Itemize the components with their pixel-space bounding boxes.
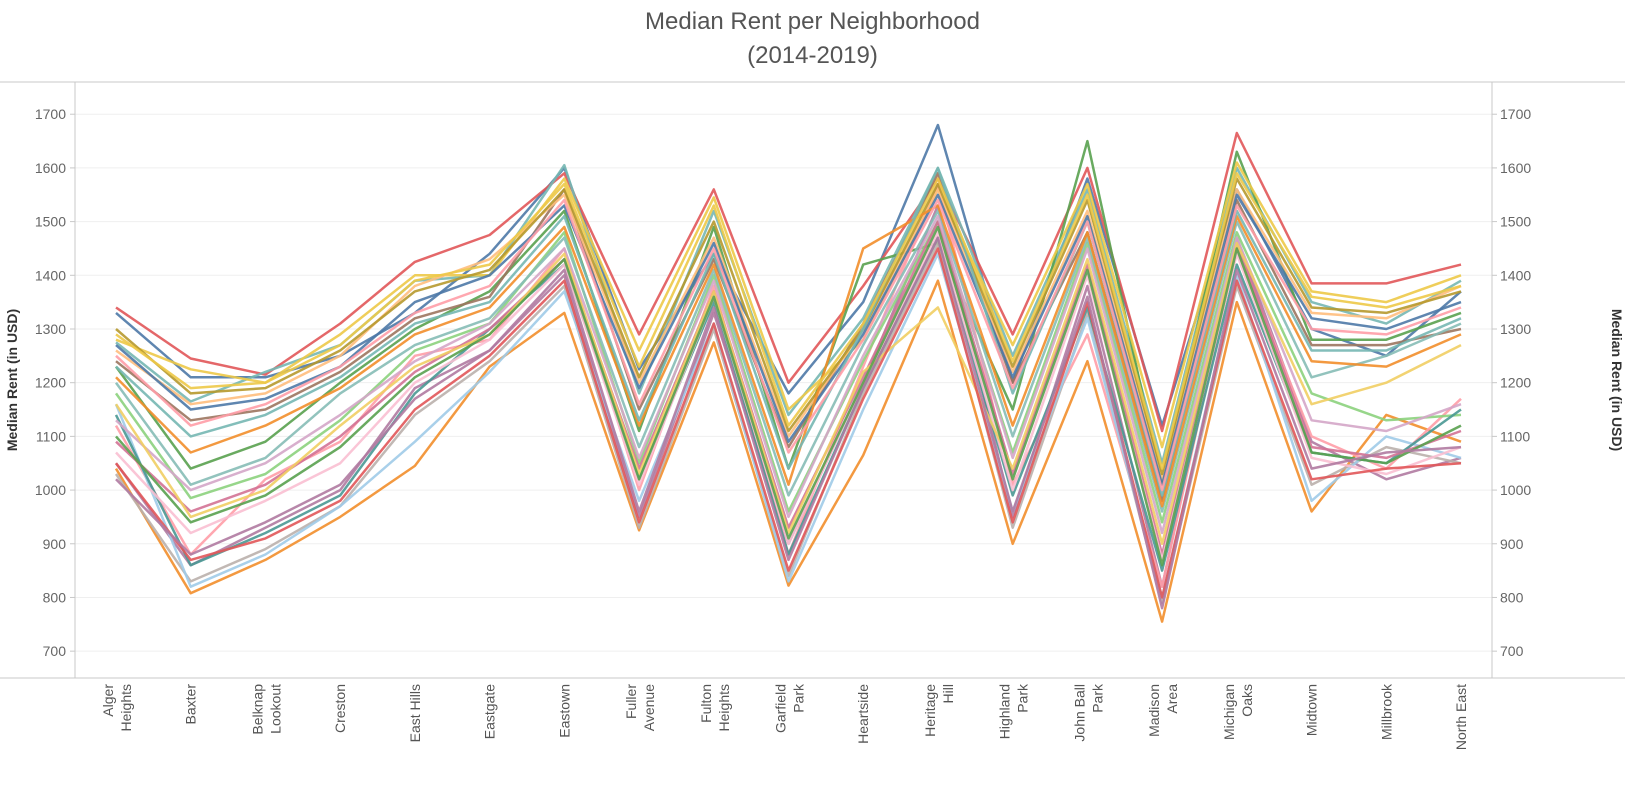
series-lines (114, 123, 1462, 623)
y-tick-label-left: 1500 (35, 214, 66, 230)
x-tick-label: Midtown (1304, 684, 1320, 736)
series-line-14[interactable] (114, 236, 1462, 572)
x-tick-label: Creston (332, 684, 348, 733)
series-line-23[interactable] (115, 247, 1462, 599)
x-tick-label-line: North East (1453, 684, 1469, 750)
x-tick-label-line: Baxter (183, 684, 199, 725)
series-line-2[interactable] (114, 279, 1462, 623)
x-tick-label: North East (1453, 684, 1469, 750)
y-tick-label-right: 1600 (1500, 160, 1531, 176)
y-tick-label-right: 1300 (1500, 321, 1531, 337)
x-tick-label: Fulton Heights (698, 684, 732, 731)
x-tick-label: Madison Area (1146, 684, 1180, 737)
y-tick-label-right: 1200 (1500, 375, 1531, 391)
x-tick-label-line: Millbrook (1378, 683, 1394, 740)
x-tick-label: Garfield Park (773, 683, 807, 733)
x-tick-label-line: Alger (100, 684, 116, 717)
x-tick-label-line: Creston (332, 684, 348, 733)
x-axis-labels: Alger Heights Baxter Belknap Lookout Creston E… (100, 683, 1469, 750)
y-tick-label-left: 800 (43, 589, 67, 605)
chart-subtitle: (2014-2019) (747, 42, 878, 69)
x-tick-label-line: John Ball (1071, 684, 1087, 742)
y-tick-label-right: 1500 (1500, 214, 1531, 230)
y-axis-right-ticks: 700 800 900 1000 1100 1200 1300 1400 1500 1600 170… (1492, 106, 1531, 659)
x-tick-label: Alger Heights (100, 684, 134, 732)
x-tick-label-line: Area (1164, 684, 1180, 714)
y-tick-label-left: 1600 (35, 160, 66, 176)
plot-frame (0, 81, 1625, 679)
x-tick-label-line: Fulton (698, 684, 714, 723)
y-tick-label-left: 700 (43, 643, 67, 659)
y-axis-left-ticks: 700 800 900 1000 1100 1200 1300 1400 1500 1600 170… (35, 106, 75, 659)
y-tick-label-right: 1700 (1500, 106, 1531, 122)
x-tick-label-line: Hill (940, 684, 956, 703)
x-tick-label-line: Eastgate (482, 684, 498, 739)
y-axis-label-left: Median Rent (in USD) (4, 309, 20, 451)
x-tick-label: Michigan Oaks (1221, 684, 1255, 740)
series-line-18[interactable] (115, 214, 1462, 535)
series-line-25[interactable] (115, 225, 1462, 567)
x-tick-label-line: Heartside (855, 684, 871, 744)
x-tick-label-line: East Hills (407, 684, 423, 742)
chart-title: Median Rent per Neighborhood (645, 8, 980, 35)
y-tick-label-left: 1300 (35, 321, 66, 337)
x-tick-label-line: Lookout (267, 684, 283, 734)
x-tick-label-line: Heights (716, 684, 732, 731)
y-tick-label-left: 1100 (36, 428, 66, 444)
x-tick-label-line: Midtown (1304, 684, 1320, 736)
x-tick-label-line: Garfield (773, 684, 789, 733)
y-tick-label-right: 1400 (1500, 267, 1531, 283)
series-line-9[interactable] (115, 172, 1462, 503)
y-tick-label-left: 900 (43, 536, 67, 552)
y-tick-label-left: 1700 (35, 106, 66, 122)
x-tick-label-line: Belknap (249, 684, 265, 735)
x-tick-label: Fuller Avenue (623, 684, 657, 732)
series-line-11[interactable] (114, 220, 1462, 524)
series-line-24[interactable] (115, 166, 1462, 497)
y-tick-label-right: 700 (1500, 643, 1524, 659)
series-line-3[interactable] (115, 131, 1462, 433)
y-tick-label-right: 900 (1500, 536, 1524, 552)
x-tick-label-line: Heights (118, 684, 134, 731)
x-tick-label-line: Fuller (623, 684, 639, 719)
x-tick-label: Baxter (183, 684, 199, 725)
y-tick-label-right: 1100 (1500, 428, 1530, 444)
series-line-13[interactable] (115, 188, 1462, 481)
series-line-6[interactable] (115, 161, 1462, 449)
x-tick-label-line: Park (1089, 683, 1105, 713)
x-tick-label: Heritage Hill (922, 684, 956, 737)
series-line-27[interactable] (115, 236, 1462, 610)
y-tick-label-left: 1200 (35, 375, 66, 391)
x-tick-label-line: Highland (997, 684, 1013, 739)
x-tick-label-line: Avenue (641, 684, 657, 731)
y-axis-label-right: Median Rent (in USD) (1609, 309, 1625, 451)
x-tick-label-line: Madison (1146, 684, 1162, 737)
series-line-26[interactable] (115, 172, 1462, 470)
x-tick-label-line: Park (1015, 683, 1031, 713)
series-line-22[interactable] (115, 204, 1462, 508)
series-line-19[interactable] (115, 177, 1462, 476)
x-tick-label: Belknap Lookout (249, 684, 283, 735)
x-tick-label: John Ball Park (1071, 683, 1105, 742)
x-tick-label-line: Oaks (1239, 684, 1255, 717)
y-tick-label-left: 1400 (35, 267, 66, 283)
y-tick-label-right: 1000 (1500, 482, 1531, 498)
x-tick-label: East Hills (407, 684, 423, 742)
x-tick-label-line: Park (791, 683, 807, 713)
x-tick-label-line: Michigan (1221, 684, 1237, 740)
x-tick-label-line: Eastown (556, 684, 572, 738)
y-tick-label-right: 800 (1500, 589, 1524, 605)
x-tick-label: Millbrook (1378, 683, 1394, 740)
series-line-20[interactable] (114, 241, 1462, 546)
series-line-28[interactable] (115, 198, 1462, 492)
x-tick-label: Heartside (855, 684, 871, 744)
x-tick-label: Highland Park (997, 683, 1031, 739)
series-line-15[interactable] (114, 209, 1462, 513)
x-tick-label-line: Heritage (922, 684, 938, 737)
y-tick-label-left: 1000 (35, 482, 66, 498)
x-tick-label: Eastgate (482, 684, 498, 739)
x-tick-label: Eastown (556, 684, 572, 738)
